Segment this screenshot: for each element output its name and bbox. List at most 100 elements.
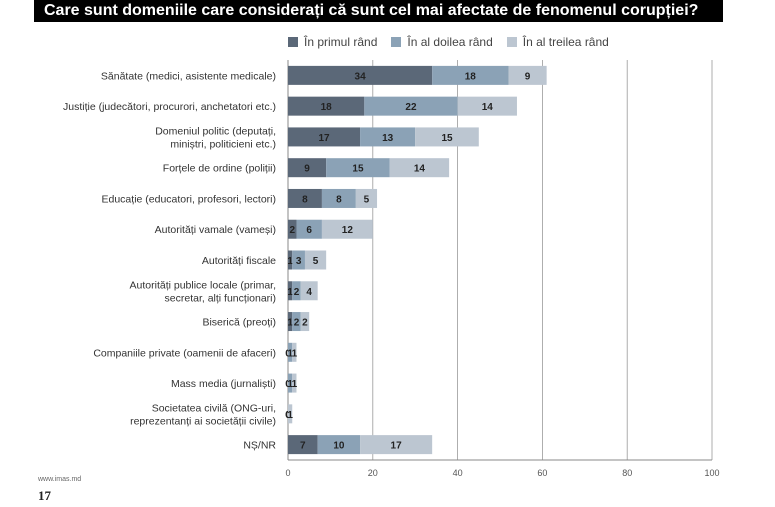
value-label: 17 xyxy=(391,441,403,452)
bar-segment xyxy=(288,158,327,178)
bar-segment xyxy=(360,127,416,147)
value-label: 7 xyxy=(300,441,306,452)
bar-segment xyxy=(288,312,293,332)
legend: În primul rând În al doilea rând În al t… xyxy=(288,34,623,50)
page-number: 17 xyxy=(38,488,51,503)
bar-segment xyxy=(292,250,305,270)
legend-label-series1: În primul rând xyxy=(304,35,378,49)
bar-segment xyxy=(296,219,322,239)
bar-segment xyxy=(300,312,310,332)
value-label: 9 xyxy=(304,164,310,175)
value-label: 15 xyxy=(441,133,453,144)
legend-swatch-series1 xyxy=(288,37,298,47)
bar-segment xyxy=(288,281,293,301)
legend-item-series1: În primul rând xyxy=(288,35,377,49)
bar-segment xyxy=(326,158,390,178)
bar-segment xyxy=(288,250,293,270)
bar-segment xyxy=(317,435,361,455)
value-label: 1 xyxy=(287,348,293,359)
category-label: Autorități publice locale (primar, secret… xyxy=(130,279,276,304)
bar-segment xyxy=(304,250,327,270)
bar-segment xyxy=(288,373,293,393)
category-label: Educație (educatori, profesori, lectori) xyxy=(102,193,277,205)
value-label: 1 xyxy=(292,348,298,359)
x-tick-label-20: 20 xyxy=(368,468,378,478)
bar-segment xyxy=(288,65,433,85)
category-label: Societatea civilă (ONG-uri, reprezentanți… xyxy=(130,402,276,427)
value-label: 14 xyxy=(414,164,426,175)
bar-segment xyxy=(288,127,361,147)
value-label: 22 xyxy=(405,102,417,113)
value-label: 9 xyxy=(525,71,531,82)
value-label: 18 xyxy=(465,71,477,82)
value-label: 6 xyxy=(306,225,312,236)
x-tick-label-100: 100 xyxy=(704,468,719,478)
value-label: 2 xyxy=(294,318,300,329)
value-label: 10 xyxy=(333,441,345,452)
footer-site: www.imas.md xyxy=(38,476,82,483)
bar-segment xyxy=(432,65,509,85)
value-label: 1 xyxy=(287,410,293,421)
x-tick-label-0: 0 xyxy=(285,468,290,478)
value-label: 5 xyxy=(313,256,319,267)
value-label: 8 xyxy=(302,194,308,205)
chart-title: Care sunt domeniile care considerați că … xyxy=(34,0,723,22)
x-tick-label-80: 80 xyxy=(622,468,632,478)
value-label: 18 xyxy=(321,102,333,113)
bar-segment xyxy=(364,96,458,116)
value-label: 8 xyxy=(336,194,342,205)
legend-item-series3: În al treilea rând xyxy=(506,35,609,49)
bar-segment xyxy=(321,188,356,208)
category-label: Autorități fiscale xyxy=(202,255,276,267)
legend-item-series2: În al doilea rând xyxy=(391,35,493,49)
bar-segment xyxy=(288,96,365,116)
value-label: 12 xyxy=(342,225,354,236)
bar-segment xyxy=(292,312,301,332)
bar-segment xyxy=(288,219,297,239)
bar-segment xyxy=(288,435,318,455)
legend-label-series3: În al treilea rând xyxy=(522,35,609,49)
bar-segment xyxy=(292,281,301,301)
value-label: 2 xyxy=(302,318,308,329)
bar-segment xyxy=(321,219,373,239)
value-label: 2 xyxy=(289,225,295,236)
category-label: NȘ/NR xyxy=(243,440,276,452)
category-label: Sănătate (medici, asistente medicale) xyxy=(101,70,276,82)
x-tick-label-60: 60 xyxy=(537,468,547,478)
bar-segment xyxy=(288,342,293,362)
bar-segment xyxy=(508,65,547,85)
value-label: 1 xyxy=(292,379,298,390)
legend-swatch-series3 xyxy=(506,37,517,47)
bar-segment xyxy=(389,158,450,178)
value-label: 1 xyxy=(287,379,293,390)
value-label: 17 xyxy=(318,133,330,144)
category-label: Domeniul politic (deputați, miniștri, pol… xyxy=(155,125,276,150)
value-label: 1 xyxy=(287,318,293,329)
category-label: Mass media (jurnaliști) xyxy=(171,378,276,390)
legend-swatch-series2 xyxy=(391,37,402,47)
value-label: 4 xyxy=(306,287,312,298)
value-label: 2 xyxy=(294,287,300,298)
category-label: Autorități vamale (vameși) xyxy=(155,224,276,236)
bar-segment xyxy=(415,127,479,147)
category-label: Companiile private (oamenii de afaceri) xyxy=(93,347,276,359)
value-label: 5 xyxy=(364,194,370,205)
bar-segment xyxy=(300,281,318,301)
category-label: Biserică (preoți) xyxy=(202,317,276,329)
legend-label-series2: În al doilea rând xyxy=(407,35,493,49)
value-label: 1 xyxy=(287,256,293,267)
value-label: 1 xyxy=(287,287,293,298)
value-label: 34 xyxy=(355,71,367,82)
value-label: 15 xyxy=(352,164,364,175)
bar-segment xyxy=(288,188,322,208)
bar-segment xyxy=(360,435,433,455)
bar-segment xyxy=(292,373,297,393)
bar-segment xyxy=(288,404,293,424)
x-tick-label-40: 40 xyxy=(453,468,463,478)
value-label: 14 xyxy=(482,102,494,113)
value-label: 3 xyxy=(296,256,302,267)
category-label: Justiție (judecători, procurori, ancheta… xyxy=(63,101,276,113)
bar-segment xyxy=(355,188,378,208)
bar-segment xyxy=(457,96,517,116)
